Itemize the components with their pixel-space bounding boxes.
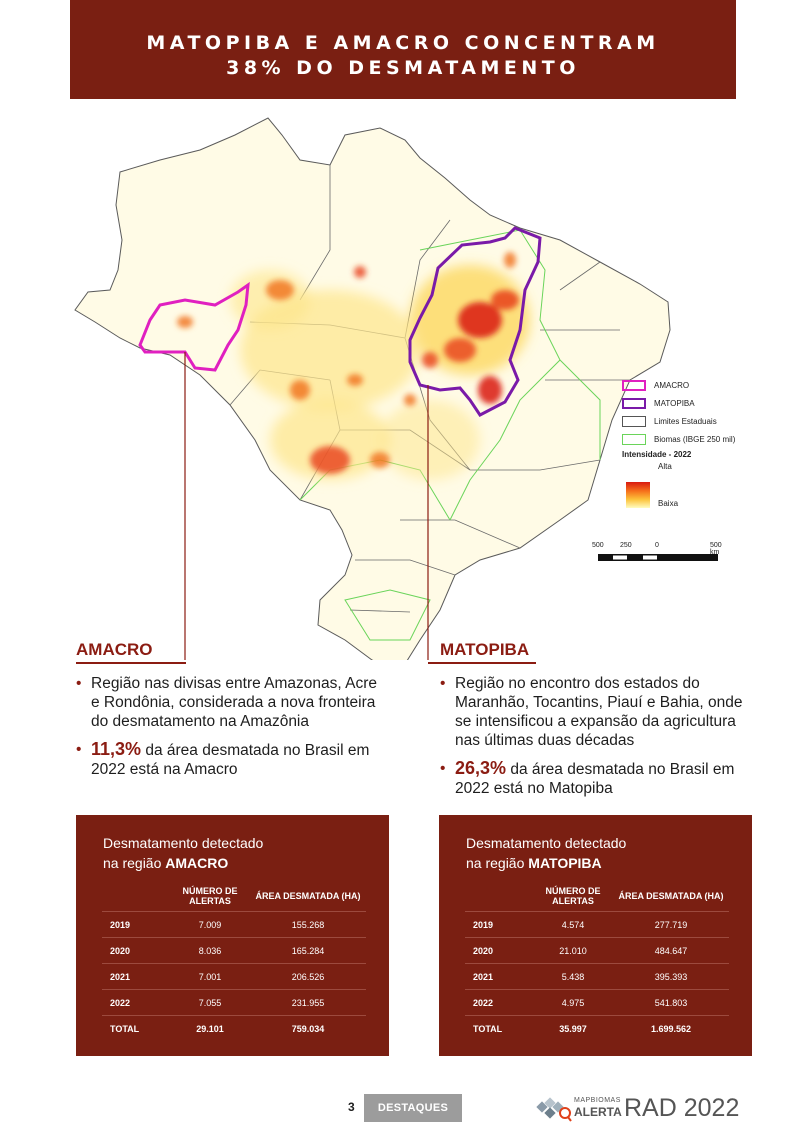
table-row: 2020 8.036 165.284 [102, 937, 366, 963]
legend-label-amacro: AMACRO [654, 380, 690, 390]
report-name: RAD 2022 [624, 1094, 740, 1122]
table-header-row: NÚMERO DE ALERTAS ÁREA DESMATADA (HA) [465, 881, 729, 911]
legend-swatch-state-limits [622, 415, 646, 427]
amacro-bullets: Região nas divisas entre Amazonas, Acre … [76, 674, 386, 788]
amacro-heading-underline [76, 662, 186, 664]
col-header-alerts: NÚMERO DE ALERTAS [182, 886, 238, 906]
amacro-table-title: Desmatamento detectado na região AMACRO [103, 835, 264, 871]
legend-item-biomes: Biomas (IBGE 250 mil) [622, 430, 792, 448]
amacro-region [138, 281, 250, 372]
page-number: 3 [348, 1100, 355, 1114]
legend-label-biomes: Biomas (IBGE 250 mil) [654, 434, 736, 444]
legend-intensity-title: Intensidade - 2022 [622, 450, 692, 459]
matopiba-table: NÚMERO DE ALERTAS ÁREA DESMATADA (HA) 20… [465, 881, 729, 1041]
table-row: 2022 7.055 231.955 [102, 989, 366, 1015]
logo-text-top: MAPBIOMAS [574, 1097, 621, 1104]
amacro-bullet-1: Região nas divisas entre Amazonas, Acre … [76, 674, 386, 731]
table-total-row: TOTAL 35.997 1.699.562 [465, 1015, 729, 1041]
legend-swatch-matopiba [622, 397, 646, 409]
table-row: 2019 7.009 155.268 [102, 911, 366, 937]
table-row: 2019 4.574 277.719 [465, 911, 729, 937]
page-title-line2: 38% DO DESMATAMENTO [226, 57, 580, 79]
legend-swatch-amacro [622, 379, 646, 391]
matopiba-bullets: Região no encontro dos estados do Maranh… [440, 674, 760, 807]
matopiba-table-card: Desmatamento detectado na região MATOPIB… [439, 815, 752, 1056]
brazil-deforestation-map [74, 117, 671, 660]
legend-label-state-limits: Limites Estaduais [654, 416, 717, 426]
amacro-pct: 11,3% [91, 739, 142, 759]
legend-label-matopiba: MATOPIBA [654, 398, 695, 408]
amacro-bullet-2: 11,3% da área desmatada no Brasil em 202… [76, 740, 386, 779]
matopiba-bullet-2: 26,3% da área desmatada no Brasil em 202… [440, 759, 760, 798]
legend-item-amacro: AMACRO [622, 376, 792, 394]
matopiba-heading: MATOPIBA [440, 640, 530, 659]
matopiba-region [408, 226, 542, 417]
matopiba-pct: 26,3% [455, 758, 507, 778]
title-banner: MATOPIBA E AMACRO CONCENTRAM 38% DO DESM… [70, 0, 736, 99]
col-header-alerts: NÚMERO DE ALERTAS [545, 886, 601, 906]
matopiba-heading-underline [428, 662, 536, 664]
table-row: 2022 4.975 541.803 [465, 989, 729, 1015]
col-header-area: ÁREA DESMATADA (HA) [618, 891, 724, 901]
amacro-table-card: Desmatamento detectado na região AMACRO … [76, 815, 389, 1056]
legend-item-state-limits: Limites Estaduais [622, 412, 792, 430]
scale-tick-0: 0 [655, 542, 659, 549]
scale-tick-250: 250 [620, 542, 632, 549]
legend-item-matopiba: MATOPIBA [622, 394, 792, 412]
legend-swatch-biomes [622, 433, 646, 445]
scale-tick-500km: 500 km [710, 542, 722, 556]
table-total-row: TOTAL 29.101 759.034 [102, 1015, 366, 1041]
table-row: 2021 7.001 206.526 [102, 963, 366, 989]
section-tag: DESTAQUES [364, 1094, 462, 1122]
matopiba-bullet-1: Região no encontro dos estados do Maranh… [440, 674, 760, 750]
deforestation-hotspots [177, 252, 519, 474]
scale-tick-500-left: 500 [592, 542, 604, 549]
table-row: 2021 5.438 395.393 [465, 963, 729, 989]
table-header-row: NÚMERO DE ALERTAS ÁREA DESMATADA (HA) [102, 881, 366, 911]
matopiba-table-title: Desmatamento detectado na região MATOPIB… [466, 835, 627, 871]
amacro-heading: AMACRO [76, 640, 153, 659]
map-legend: AMACRO MATOPIBA Limites Estaduais Biomas… [622, 376, 792, 508]
table-row: 2020 21.010 484.647 [465, 937, 729, 963]
intensity-low-label: Baixa [658, 499, 679, 508]
intensity-high-label: Alta [658, 462, 672, 471]
amacro-table: NÚMERO DE ALERTAS ÁREA DESMATADA (HA) 20… [102, 881, 366, 1041]
col-header-area: ÁREA DESMATADA (HA) [255, 891, 361, 901]
mapbiomas-logo-icon [536, 1097, 572, 1122]
scale-bar-graphic [598, 554, 718, 561]
logo-text-bottom: ALERTA [574, 1105, 622, 1119]
page-title-line1: MATOPIBA E AMACRO CONCENTRAM [146, 32, 660, 54]
intensity-gradient [626, 482, 650, 508]
